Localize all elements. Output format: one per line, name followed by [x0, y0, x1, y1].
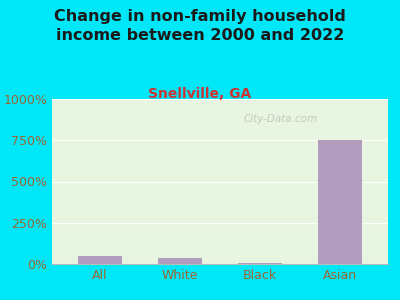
Bar	[238, 263, 282, 264]
Bar	[318, 140, 362, 264]
Text: City-Data.com: City-Data.com	[244, 114, 318, 124]
Text: Snellville, GA: Snellville, GA	[148, 87, 252, 101]
Text: Change in non-family household
income between 2000 and 2022: Change in non-family household income be…	[54, 9, 346, 43]
Bar	[78, 256, 122, 264]
Bar	[158, 258, 202, 264]
